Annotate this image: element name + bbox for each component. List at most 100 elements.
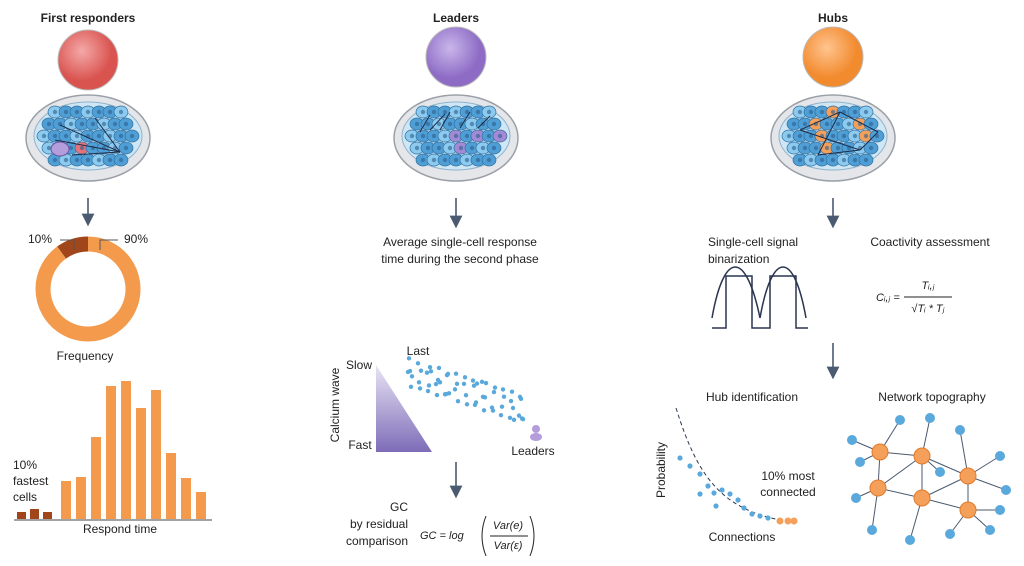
formula: Var(ε) bbox=[494, 540, 523, 552]
network-node bbox=[925, 413, 935, 423]
cell-icon bbox=[57, 29, 119, 91]
scatter-dot bbox=[433, 381, 439, 387]
histogram-bar bbox=[151, 390, 161, 519]
method-label: comparison bbox=[346, 534, 408, 548]
network-node bbox=[985, 525, 995, 535]
signal-arrow bbox=[817, 149, 861, 156]
nucleus bbox=[420, 133, 426, 139]
scatter-dot bbox=[735, 497, 741, 503]
x-axis-label: Respond time bbox=[83, 522, 157, 536]
nucleus bbox=[491, 121, 497, 127]
donut-label: 90% bbox=[124, 232, 148, 246]
signal-arrow bbox=[439, 111, 451, 131]
hub-node bbox=[959, 501, 977, 519]
donut-label: 10% bbox=[28, 232, 52, 246]
scatter-dot bbox=[687, 463, 693, 469]
scatter-dot bbox=[455, 399, 461, 404]
donut-caption: Frequency bbox=[57, 349, 114, 363]
signal-arrow bbox=[859, 131, 879, 151]
scatter-dot bbox=[510, 405, 516, 411]
scale-label: Fast bbox=[348, 438, 372, 452]
nucleus bbox=[107, 157, 113, 163]
scatter-dot bbox=[437, 380, 443, 385]
formula: GC = log bbox=[420, 530, 465, 542]
scatter-dot bbox=[507, 415, 513, 421]
nucleus bbox=[464, 133, 470, 139]
formula: Var(e) bbox=[493, 520, 523, 532]
nucleus bbox=[830, 109, 836, 115]
nucleus bbox=[107, 109, 113, 115]
nucleus bbox=[497, 133, 503, 139]
annotation: Leaders bbox=[511, 444, 554, 458]
nucleus bbox=[85, 157, 91, 163]
paren bbox=[481, 515, 487, 557]
nucleus bbox=[824, 121, 830, 127]
nucleus bbox=[863, 157, 869, 163]
scatter-dot bbox=[741, 505, 747, 511]
nucleus bbox=[797, 109, 803, 115]
nucleus bbox=[96, 109, 102, 115]
nucleus bbox=[852, 109, 858, 115]
nucleus bbox=[63, 109, 69, 115]
scatter-dot bbox=[446, 391, 452, 396]
donut-segment bbox=[57, 236, 89, 259]
scatter-dot bbox=[749, 511, 755, 517]
scatter-dot bbox=[462, 375, 468, 380]
nucleus bbox=[824, 145, 830, 151]
histogram-bar bbox=[106, 386, 116, 519]
annotation: cells bbox=[13, 490, 37, 504]
nucleus bbox=[118, 157, 124, 163]
binary-signal bbox=[712, 275, 808, 329]
nucleus bbox=[797, 157, 803, 163]
panel-title: First responders bbox=[41, 11, 136, 25]
nucleus bbox=[868, 145, 874, 151]
nucleus bbox=[442, 157, 448, 163]
scatter-dot bbox=[516, 413, 522, 418]
histogram-bar bbox=[121, 381, 131, 519]
nucleus bbox=[90, 121, 96, 127]
network-node bbox=[995, 505, 1005, 515]
nucleus bbox=[68, 121, 74, 127]
nucleus bbox=[442, 109, 448, 115]
nucleus bbox=[96, 157, 102, 163]
scatter-dot bbox=[705, 483, 711, 489]
nucleus bbox=[808, 109, 814, 115]
nucleus bbox=[458, 145, 464, 151]
nucleus bbox=[841, 157, 847, 163]
section-label: Network topography bbox=[878, 390, 985, 404]
nucleus bbox=[852, 133, 858, 139]
hub-node bbox=[869, 479, 887, 497]
caption: Average single-cell response bbox=[383, 235, 537, 249]
formula: Tᵢ,ⱼ bbox=[921, 280, 934, 292]
nucleus bbox=[808, 133, 814, 139]
scatter-dot bbox=[719, 487, 725, 493]
scatter-dot bbox=[407, 368, 413, 374]
scatter-dot bbox=[500, 387, 506, 392]
scatter-dot bbox=[511, 417, 517, 423]
leader-body bbox=[530, 433, 542, 441]
annotation: fastest bbox=[13, 474, 49, 488]
scatter-dot bbox=[454, 381, 460, 387]
scatter-dot bbox=[463, 393, 469, 398]
scatter-dot bbox=[424, 370, 430, 375]
nucleus bbox=[846, 121, 852, 127]
nucleus bbox=[464, 157, 470, 163]
scatter-dot bbox=[415, 361, 421, 366]
scatter-dot bbox=[677, 455, 683, 461]
nucleus bbox=[802, 145, 808, 151]
nucleus bbox=[841, 133, 847, 139]
nucleus bbox=[414, 121, 420, 127]
scatter-dot bbox=[406, 356, 412, 361]
nucleus bbox=[486, 157, 492, 163]
scatter-dot bbox=[416, 380, 422, 385]
scatter-dot bbox=[418, 368, 424, 373]
nucleus bbox=[447, 121, 453, 127]
nucleus bbox=[791, 145, 797, 151]
nucleus bbox=[74, 109, 80, 115]
histogram-bar bbox=[91, 437, 101, 519]
scatter-dot bbox=[757, 513, 763, 519]
nucleus bbox=[425, 121, 431, 127]
caption: Coactivity assessment bbox=[870, 235, 990, 249]
nucleus bbox=[475, 133, 481, 139]
scatter-dot bbox=[464, 402, 470, 407]
